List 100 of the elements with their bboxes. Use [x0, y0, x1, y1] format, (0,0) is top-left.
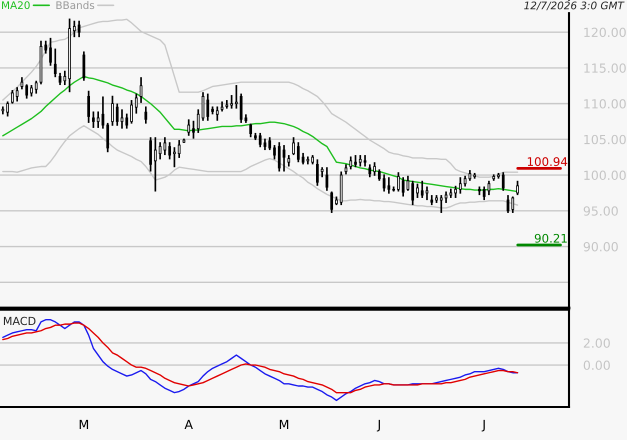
candlestick [330, 190, 334, 214]
candlestick [58, 72, 62, 86]
candlestick [511, 196, 514, 214]
candlestick [449, 188, 452, 199]
candlestick [192, 120, 195, 140]
candlestick [444, 190, 448, 204]
candlestick [178, 139, 181, 159]
candlestick [54, 48, 57, 78]
candlestick [344, 164, 348, 176]
candlestick [273, 144, 276, 160]
candlestick [82, 50, 86, 82]
candlestick [258, 132, 262, 148]
candlestick [440, 194, 443, 214]
candlestick [326, 166, 328, 192]
candlestick [20, 76, 24, 90]
candlestick [6, 100, 9, 118]
x-tick-label: J [376, 420, 380, 432]
candlestick [397, 171, 400, 192]
candlestick [196, 108, 200, 134]
candlestick [311, 154, 314, 166]
candlestick [187, 118, 190, 137]
candlestick [216, 106, 219, 122]
candlestick [154, 136, 157, 192]
candlestick [130, 99, 133, 124]
candlestick [220, 100, 224, 112]
candlestick [49, 37, 52, 67]
candlestick [249, 122, 252, 138]
candlestick [358, 154, 362, 168]
candlestick [278, 141, 281, 172]
candlestick [320, 166, 324, 178]
candlestick [44, 40, 48, 54]
candlestick [454, 184, 457, 199]
candlestick [111, 94, 114, 127]
candlestick [468, 169, 472, 182]
candlestick [106, 122, 110, 154]
candlestick [458, 176, 462, 194]
candlestick [11, 89, 14, 104]
candlestick [140, 76, 142, 104]
candlestick [102, 96, 104, 130]
candlestick [116, 102, 119, 127]
candlestick [158, 141, 162, 160]
candlestick [296, 141, 300, 164]
candlestick [96, 110, 100, 129]
x-tick-label: M [280, 420, 288, 429]
candlestick [240, 92, 243, 124]
candlestick [349, 156, 352, 170]
text: 12/7/2026 3:0 GMT [524, 2, 625, 10]
candlestick [144, 106, 148, 124]
candlestick [406, 174, 410, 192]
candlestick [30, 84, 33, 98]
text: MACD [4, 316, 36, 326]
candlestick [364, 154, 366, 168]
candlestick [16, 86, 19, 102]
candlestick [149, 136, 152, 172]
candlestick [202, 91, 204, 122]
candlestick [287, 154, 290, 168]
candlestick [230, 94, 233, 110]
x-tick-label: J [482, 420, 485, 432]
candlestick [316, 158, 319, 187]
candlestick [234, 84, 238, 110]
candlestick [378, 168, 381, 182]
candlestick [173, 146, 176, 168]
x-tick-label: M [80, 420, 88, 429]
candlestick [402, 176, 405, 198]
candlestick [420, 180, 424, 199]
candlestick [72, 20, 76, 38]
candlestick [63, 70, 66, 86]
candlestick [506, 194, 510, 214]
candlestick [134, 92, 138, 114]
candlestick [92, 110, 95, 129]
candlestick [382, 174, 386, 192]
candlestick [373, 161, 376, 177]
x-tick-label: A [184, 420, 193, 429]
candlestick [268, 136, 272, 151]
candlestick [25, 83, 28, 100]
candlestick [292, 136, 295, 156]
candlestick [125, 112, 128, 130]
ref-line-label: 100.94 [528, 157, 568, 166]
candlestick [516, 180, 519, 196]
ref-line-label: 90.21 [534, 234, 567, 243]
candlestick [502, 171, 505, 192]
legend-label: MA20 [2, 1, 30, 10]
candlestick [34, 80, 38, 94]
candlestick [464, 174, 466, 188]
candlestick [168, 141, 172, 160]
candlestick [482, 186, 486, 201]
candlestick [87, 90, 90, 124]
candlestick [368, 164, 372, 178]
candlestick [282, 144, 286, 172]
candlestick [488, 180, 490, 196]
candlestick [430, 194, 434, 206]
candlestick [387, 176, 390, 194]
candlestick [302, 152, 304, 166]
candlestick [426, 186, 428, 201]
candlestick [416, 182, 419, 199]
candlestick [78, 20, 80, 38]
candlestick [411, 180, 414, 206]
candlestick [206, 92, 210, 122]
legend-label: BBands [56, 1, 94, 10]
candlestick [120, 108, 124, 130]
